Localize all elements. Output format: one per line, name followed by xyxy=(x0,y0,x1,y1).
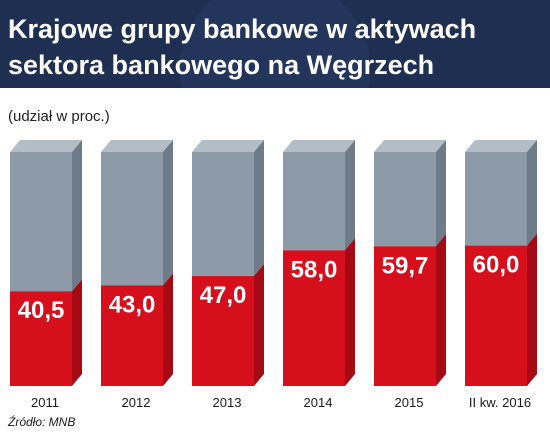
bar-remainder-1 xyxy=(101,152,163,286)
bar-top-face-3 xyxy=(283,140,355,152)
bar-remainder-4 xyxy=(374,152,436,247)
bar-remainder-3 xyxy=(283,152,345,251)
bar-remainder-2 xyxy=(192,152,254,277)
category-label-2: 2013 xyxy=(213,395,242,410)
bar-value-label-2: 47,0 xyxy=(200,282,247,309)
bar-value-label-1: 43,0 xyxy=(109,291,156,318)
bar-top-face-2 xyxy=(192,140,264,152)
bar-value-label-3: 58,0 xyxy=(291,256,338,283)
bar-remainder-side-4 xyxy=(436,140,446,247)
bar-remainder-side-1 xyxy=(163,140,173,286)
bar-top-face-4 xyxy=(374,140,446,152)
bar-top-face-0 xyxy=(10,140,82,152)
bar-top-face-5 xyxy=(465,140,537,152)
bar-value-label-0: 40,5 xyxy=(18,297,65,324)
category-label-0: 2011 xyxy=(31,395,59,410)
bar-value-4 xyxy=(374,246,436,386)
bar-value-side-1 xyxy=(163,273,173,386)
bar-value-side-4 xyxy=(436,234,446,386)
bar-value-3 xyxy=(283,250,345,386)
bar-value-1 xyxy=(101,285,163,386)
category-label-1: 2012 xyxy=(122,395,151,410)
bar-value-side-2 xyxy=(254,264,264,386)
bar-remainder-side-0 xyxy=(72,140,82,292)
source-note: Źródło: MNB xyxy=(7,414,75,429)
chart-title-line-1: Krajowe grupy bankowe w aktywach xyxy=(8,14,476,44)
unit-note: (udział w proc.) xyxy=(8,108,110,125)
bar-remainder-side-2 xyxy=(254,140,264,277)
bar-remainder-side-3 xyxy=(345,140,355,251)
bar-value-side-5 xyxy=(527,233,537,386)
category-label-4: 2015 xyxy=(395,395,424,410)
bar-value-5 xyxy=(465,245,527,386)
bar-value-label-5: 60,0 xyxy=(473,252,520,279)
bar-value-label-4: 59,7 xyxy=(382,252,429,279)
bar-value-0 xyxy=(10,291,72,386)
bar-value-side-0 xyxy=(72,279,82,386)
bar-value-2 xyxy=(192,276,254,386)
bar-remainder-side-5 xyxy=(527,140,537,246)
category-label-3: 2014 xyxy=(304,395,333,410)
bars-layer: 40,5 2011 43,0 2012 47,0 2013 58,0 2014 59,7 2015… xyxy=(10,140,537,410)
bar-remainder-0 xyxy=(10,152,72,292)
bar-top-face-1 xyxy=(101,140,173,152)
bar-remainder-5 xyxy=(465,152,527,246)
category-label-5: II kw. 2016 xyxy=(469,395,531,410)
page-background xyxy=(0,88,550,432)
bar-value-side-3 xyxy=(345,238,355,386)
chart-title-line-2: sektora bankowego na Węgrzech xyxy=(8,50,434,80)
